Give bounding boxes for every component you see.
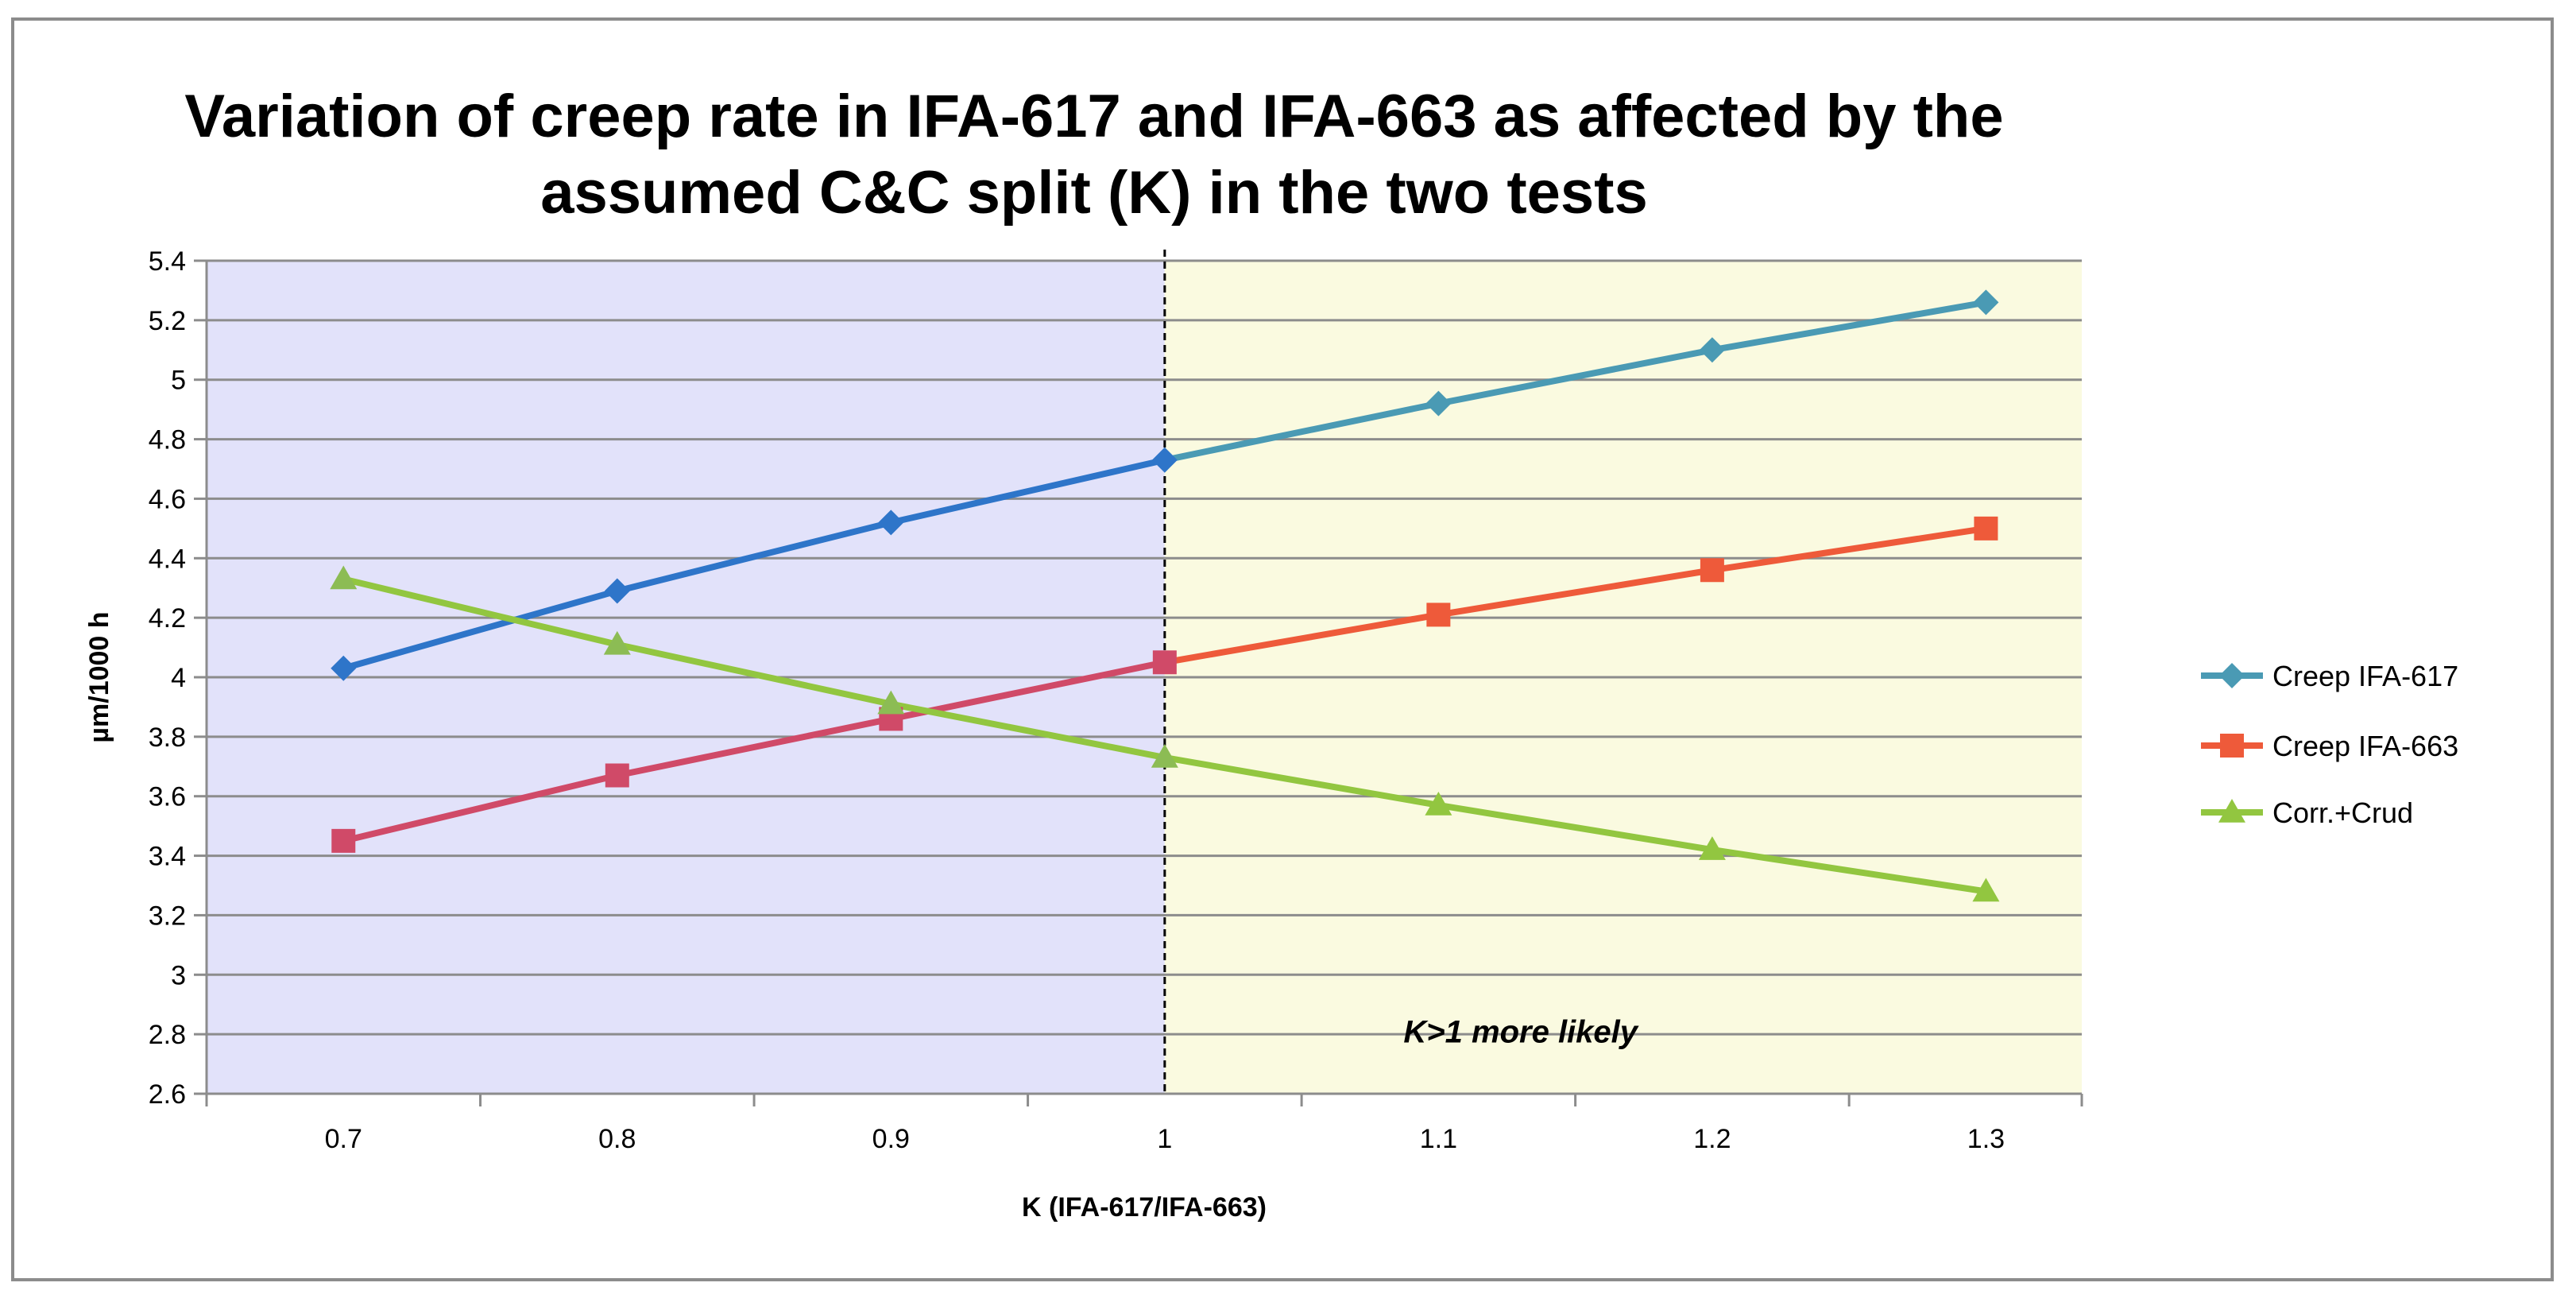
creep-ifa-617-marker [604,578,630,604]
corr-crud-line-right [1164,754,1987,895]
corr-crud-marker [1972,878,2000,902]
creep-ifa-663-legend-marker [2220,734,2244,758]
y-tick-label: 5 [171,366,186,396]
y-tick-label: 4 [171,663,186,693]
chart-svg: 2.6 2.8 3 3.2 3.4 3.6 3.8 4 4.2 4.4 4.6 4.8 5 5.2 5.4 0… [84,83,2458,1223]
creep-ifa-663-marker [1974,516,1998,541]
y-tick-label: 4.2 [149,603,186,634]
corr-crud-marker [1151,744,1178,768]
x-tick-label: 1.1 [1420,1124,1457,1154]
y-tick-label: 5.4 [149,246,186,277]
y-tick-label: 4.8 [149,425,186,455]
creep-ifa-663-marker [1426,603,1451,627]
creep-ifa-663-marker [331,828,356,853]
corr-crud-marker [877,690,905,715]
chart-text: 2.6 2.8 3 3.2 3.4 3.6 3.8 4 4.2 4.4 4.6 4.8 5 5.2 5.4 0… [84,83,2005,1223]
creep-ifa-663-marker [1700,558,1724,583]
corr-crud-line-left [342,575,1166,761]
series-markers [330,289,2000,902]
x-tick-label: 0.9 [872,1124,910,1154]
y-tick-label: 3.6 [149,782,186,812]
y-tick-label: 4.6 [149,484,186,514]
legend: Creep IFA-617 Creep IFA-663 Corr.+Crud [2201,660,2458,829]
series-lines [342,299,1987,895]
creep-ifa-663-line-right [1164,525,1987,666]
y-tick-label: 3 [171,960,186,990]
y-tick-label: 2.8 [149,1020,186,1050]
creep-ifa-617-line-right [1164,299,1987,463]
y-tick-label: 4.4 [149,544,186,574]
y-tick-label: 3.2 [149,901,186,931]
x-tick-label: 0.7 [325,1124,362,1154]
x-tick-label: 1.2 [1693,1124,1731,1154]
creep-ifa-617-line-left [342,456,1166,672]
y-tick-label: 3.8 [149,723,186,753]
corr-crud-legend-marker [2218,799,2245,823]
y-tick-label: 2.6 [149,1079,186,1110]
creep-ifa-617-marker [1699,337,1725,363]
creep-ifa-663-marker [1152,650,1177,675]
chart-frame: 2.6 2.8 3 3.2 3.4 3.6 3.8 4 4.2 4.4 4.6 4.8 5 5.2 5.4 0… [11,17,2554,1281]
chart-title-line-2: assumed C&C split (K) in the two tests [540,159,1648,227]
k-above-1-annotation: K>1 more likely [1403,1014,1638,1049]
y-tick-label: 3.4 [149,842,186,872]
creep-ifa-617-legend-marker [2219,663,2245,688]
y-tick-label: 5.2 [149,306,186,336]
corr-crud-marker [330,565,358,590]
corr-crud-legend-label: Corr.+Crud [2272,796,2413,829]
x-tick-label: 1 [1157,1124,1172,1154]
creep-ifa-663-legend-label: Creep IFA-663 [2272,730,2458,762]
corr-crud-marker [1698,836,1726,860]
creep-ifa-663-marker [605,763,629,788]
creep-ifa-617-legend-label: Creep IFA-617 [2272,660,2458,692]
creep-ifa-617-marker [878,510,904,536]
creep-ifa-617-marker [1425,390,1452,417]
creep-ifa-663-line-left [342,659,1166,844]
creep-ifa-617-marker [1151,447,1178,473]
y-axis-title: µm/1000 h [84,611,114,742]
corr-crud-marker [1425,791,1452,816]
chart-title-line-1: Variation of creep rate in IFA-617 and I… [184,83,2003,150]
x-tick-label: 0.8 [598,1124,636,1154]
corr-crud-marker [603,630,631,655]
creep-ifa-617-marker [1973,289,1999,316]
creep-ifa-617-marker [331,655,357,681]
x-tick-label: 1.3 [1967,1124,2005,1154]
x-axis-title: K (IFA-617/IFA-663) [1022,1192,1267,1223]
